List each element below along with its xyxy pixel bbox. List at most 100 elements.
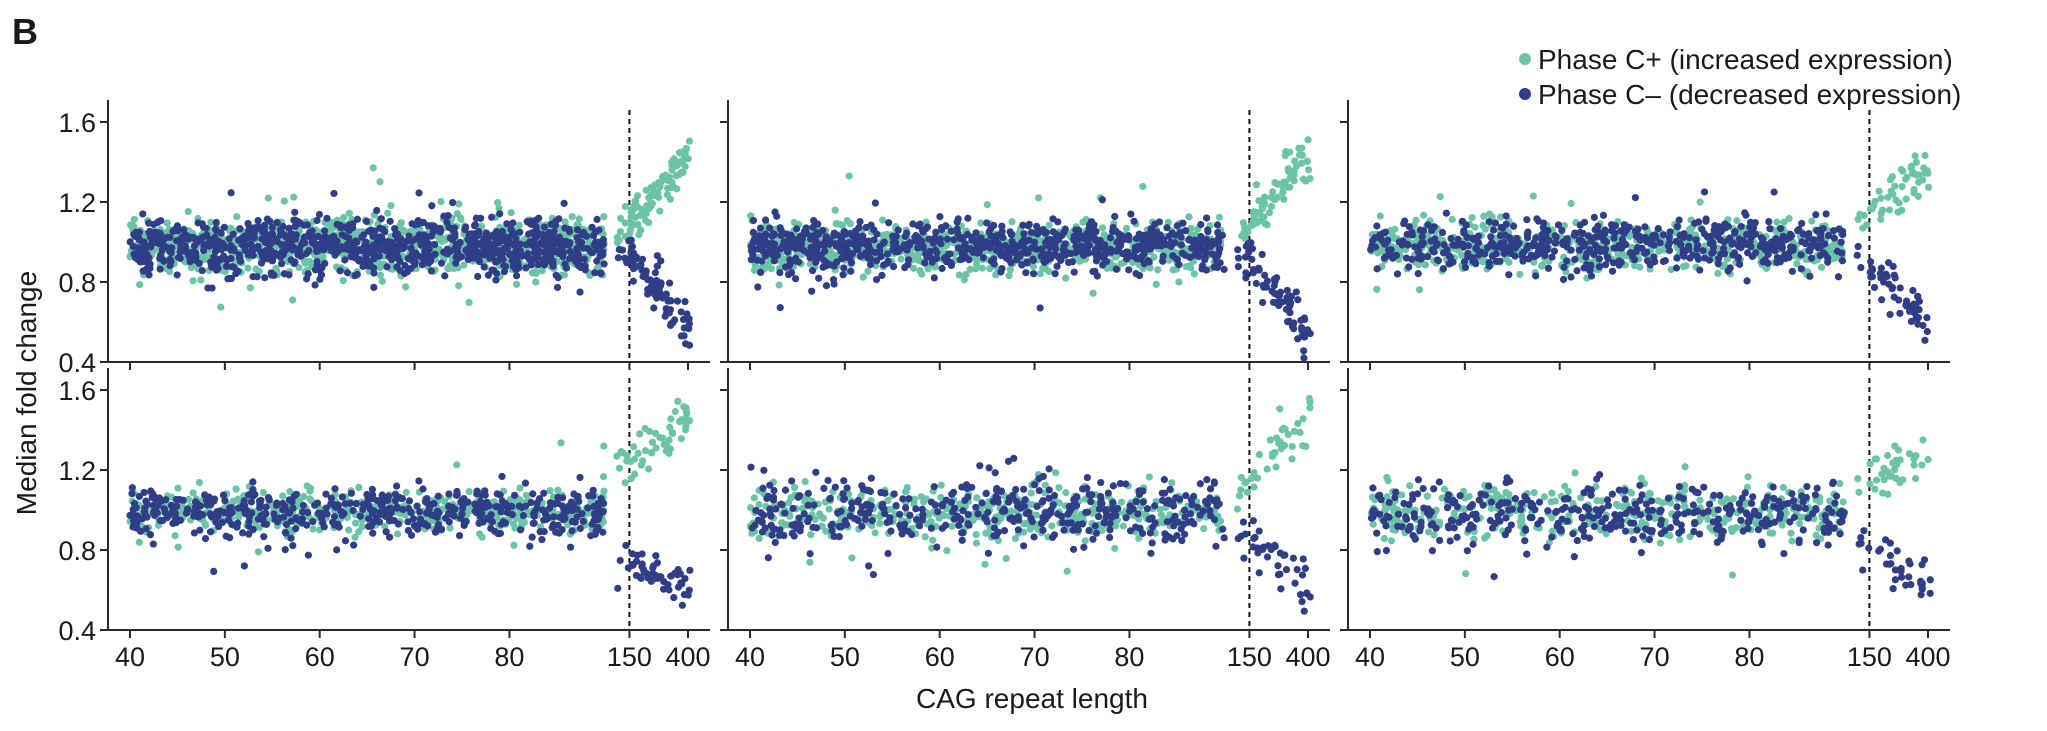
data-point <box>1907 317 1915 326</box>
data-point <box>1896 284 1904 292</box>
data-point <box>165 267 174 276</box>
data-point <box>369 164 377 172</box>
data-point <box>313 247 321 256</box>
data-point <box>847 259 856 267</box>
x-axis-label: CAG repeat length <box>916 683 1148 714</box>
data-point <box>859 232 867 240</box>
data-point <box>377 215 385 223</box>
data-point <box>1117 237 1125 245</box>
data-point <box>621 254 629 262</box>
data-point <box>280 230 288 239</box>
data-point <box>1458 251 1466 259</box>
data-point <box>1781 250 1789 259</box>
data-point <box>1875 187 1883 195</box>
data-point <box>1204 227 1212 236</box>
data-point <box>785 262 793 270</box>
data-point <box>1877 215 1885 223</box>
y-axis-label: Median fold change <box>11 271 42 515</box>
legend: Phase C+ (increased expression) Phase C–… <box>1519 44 1961 110</box>
data-point <box>159 235 167 243</box>
data-point <box>289 296 297 304</box>
data-point <box>503 220 511 228</box>
data-point <box>1774 240 1782 248</box>
data-point <box>349 224 357 232</box>
data-point <box>421 250 430 258</box>
data-point <box>534 261 542 269</box>
legend-marker-c-plus <box>1519 53 1531 65</box>
data-point <box>1924 183 1933 191</box>
data-point <box>1492 250 1500 258</box>
data-point <box>1859 224 1867 232</box>
data-point <box>884 257 892 265</box>
data-point <box>334 247 342 255</box>
data-point <box>1532 234 1540 242</box>
data-point <box>287 230 296 238</box>
data-point <box>402 283 410 291</box>
data-point <box>614 254 622 262</box>
data-point <box>512 235 520 243</box>
data-point <box>268 257 277 265</box>
data-point <box>897 255 905 263</box>
data-point <box>626 226 634 234</box>
data-point <box>1485 210 1494 218</box>
data-point <box>1620 229 1628 238</box>
data-point <box>1244 240 1252 248</box>
data-point <box>1752 249 1760 257</box>
data-point <box>1373 222 1381 230</box>
data-point <box>1766 225 1774 233</box>
data-point <box>512 272 521 280</box>
data-point <box>516 484 524 492</box>
data-point <box>264 194 272 202</box>
data-point <box>1902 297 1911 305</box>
data-point <box>1839 227 1847 236</box>
data-point <box>1580 218 1589 226</box>
data-point <box>290 259 298 267</box>
data-point <box>467 237 475 245</box>
data-point <box>338 231 346 239</box>
data-point <box>465 245 474 254</box>
data-point <box>252 265 260 273</box>
data-point <box>1036 304 1044 312</box>
data-point <box>215 238 223 246</box>
data-point <box>244 264 252 272</box>
data-point <box>1890 271 1898 279</box>
data-point <box>600 213 608 221</box>
data-point <box>442 249 451 257</box>
data-point <box>749 228 757 237</box>
data-point <box>1252 279 1260 288</box>
data-point <box>1304 166 1313 174</box>
data-point <box>1051 270 1059 278</box>
data-point <box>1523 216 1531 224</box>
data-point <box>1551 239 1559 247</box>
data-point <box>615 245 623 254</box>
data-point <box>862 240 871 249</box>
data-point <box>1418 239 1426 247</box>
data-point <box>271 249 279 257</box>
data-point <box>1280 195 1288 203</box>
data-point <box>643 202 651 210</box>
data-point <box>873 257 881 265</box>
data-point <box>954 215 962 223</box>
data-point <box>1684 242 1693 250</box>
data-point <box>262 249 270 257</box>
data-point <box>370 283 378 291</box>
scatter-panel: 1.61.20.80.440 50 60 70 80 150 400 <box>58 368 711 672</box>
data-point <box>1112 265 1120 273</box>
data-point <box>1102 257 1111 266</box>
data-point <box>1885 280 1893 288</box>
data-point <box>1298 326 1306 334</box>
data-point <box>985 228 993 236</box>
data-point <box>1853 251 1861 259</box>
data-point <box>1601 236 1609 245</box>
data-point <box>233 213 241 221</box>
data-point <box>1743 230 1751 239</box>
data-point <box>588 223 596 231</box>
data-point <box>1773 218 1781 226</box>
data-point <box>808 267 817 275</box>
data-point <box>761 233 769 242</box>
data-point <box>1797 251 1805 259</box>
data-point <box>370 227 378 235</box>
x-tick-label: 400 <box>665 642 710 672</box>
data-point <box>1733 217 1741 225</box>
data-point <box>1824 254 1832 262</box>
